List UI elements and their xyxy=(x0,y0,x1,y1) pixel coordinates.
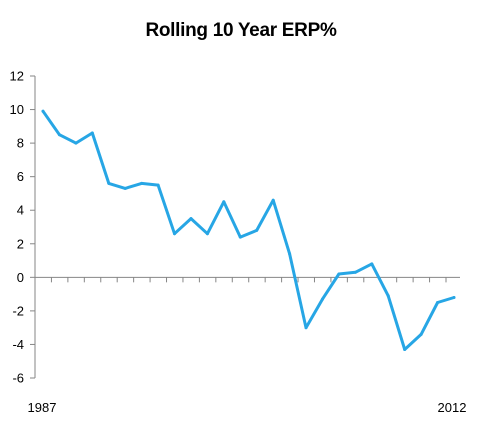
y-tick-label: 0 xyxy=(17,270,24,285)
chart-title: Rolling 10 Year ERP% xyxy=(145,20,337,41)
y-tick-label: -6 xyxy=(12,371,24,386)
y-tick-label: 10 xyxy=(10,102,24,117)
y-tick-label: 8 xyxy=(17,136,24,151)
data-point xyxy=(436,301,440,304)
data-point xyxy=(222,200,226,204)
data-point xyxy=(337,272,341,276)
x-tick-label-first: 1987 xyxy=(28,400,57,415)
data-point xyxy=(107,181,111,185)
data-point xyxy=(57,133,61,137)
series-line xyxy=(41,109,456,351)
data-point xyxy=(90,131,94,135)
data-point xyxy=(238,235,242,239)
data-point xyxy=(288,252,292,256)
y-tick-label: 6 xyxy=(17,169,24,184)
axes-layer xyxy=(30,75,460,379)
data-point xyxy=(189,217,193,221)
y-tick-label: 12 xyxy=(10,69,24,84)
data-point xyxy=(255,228,259,232)
data-point xyxy=(140,181,144,185)
data-point xyxy=(370,262,374,266)
x-tick-label-last: 2012 xyxy=(438,400,467,415)
data-point xyxy=(123,186,127,190)
y-tick-label: 4 xyxy=(17,203,24,218)
series-layer xyxy=(41,109,456,351)
data-point xyxy=(386,294,390,298)
labels-layer: 12 10 8 6 4 2 0 -2 -4 -6 1987 2012 xyxy=(10,69,467,416)
data-point xyxy=(156,183,160,187)
y-tick-label: -2 xyxy=(12,303,24,318)
data-point xyxy=(403,348,407,351)
data-point xyxy=(321,297,324,301)
data-point xyxy=(173,232,176,236)
data-point xyxy=(304,326,308,330)
data-point xyxy=(353,270,357,274)
data-point xyxy=(205,232,209,236)
data-point xyxy=(74,141,78,145)
y-tick-label: -4 xyxy=(12,337,24,352)
y-tick-label: 2 xyxy=(17,236,24,251)
data-point xyxy=(41,109,45,113)
data-point xyxy=(271,198,275,202)
data-point xyxy=(452,296,456,299)
data-point xyxy=(419,332,423,336)
